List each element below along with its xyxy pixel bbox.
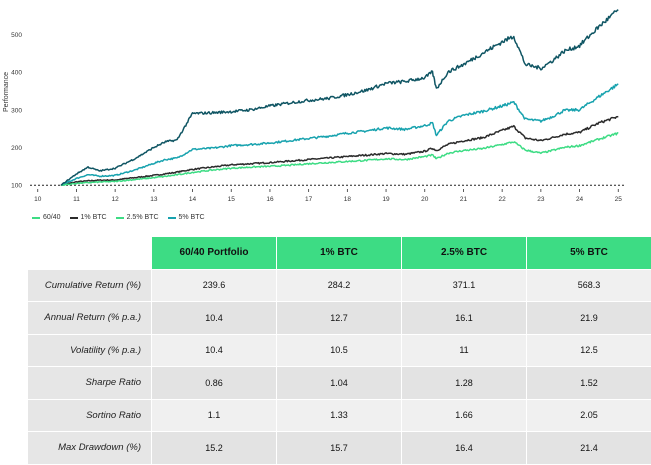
x-tick-label: 15 xyxy=(228,196,236,203)
table-cell: 239.6 xyxy=(152,269,277,302)
table-cell: 12.7 xyxy=(277,302,402,335)
table-cell: 371.1 xyxy=(402,269,527,302)
table-cell: 0.86 xyxy=(152,367,277,400)
table-corner-cell xyxy=(28,237,152,270)
series-line-1pct-btc xyxy=(61,84,618,185)
legend-label-2-5pct-btc: 2.5% BTC xyxy=(127,214,159,221)
x-tick-label: 12 xyxy=(112,196,120,203)
table-cell: 10.4 xyxy=(152,334,277,367)
x-tick-label: 16 xyxy=(266,196,274,203)
x-axis: 10 11 12 13 14 15 16 17 18 19 20 21 22 23 24 25 xyxy=(34,189,622,203)
legend-swatch-2-5pct-btc xyxy=(116,217,124,219)
row-label: Sharpe Ratio xyxy=(28,367,152,400)
y-tick-label: 400 xyxy=(11,70,22,77)
table-row: Sharpe Ratio 0.86 1.04 1.28 1.52 xyxy=(28,367,651,400)
series-line-60-40 xyxy=(61,117,618,186)
x-tick-label: 24 xyxy=(576,196,584,203)
table-cell: 21.9 xyxy=(527,302,651,335)
legend-swatch-5pct-btc xyxy=(168,217,176,219)
table-cell: 12.5 xyxy=(527,334,651,367)
table-cell: 1.1 xyxy=(152,399,277,432)
legend-item-60-40: 60/40 xyxy=(32,214,61,221)
y-tick-label: 200 xyxy=(11,145,22,152)
row-label: Annual Return (% p.a.) xyxy=(28,302,152,335)
table-cell: 16.4 xyxy=(402,432,527,465)
legend-swatch-60-40 xyxy=(32,217,40,219)
x-tick-label: 20 xyxy=(421,196,429,203)
table-cell: 10.5 xyxy=(277,334,402,367)
table-cell: 15.2 xyxy=(152,432,277,465)
y-axis: 100 200 300 400 500 xyxy=(11,32,626,190)
table-cell: 1.28 xyxy=(402,367,527,400)
legend-item-2-5pct-btc: 2.5% BTC xyxy=(116,214,159,221)
y-tick-label: 300 xyxy=(11,107,22,114)
legend-swatch-1pct-btc xyxy=(70,217,78,219)
x-tick-label: 13 xyxy=(150,196,158,203)
x-tick-label: 17 xyxy=(305,196,313,203)
chart-legend: 60/40 1% BTC 2.5% BTC 5% BTC xyxy=(32,214,205,221)
table-cell: 11 xyxy=(402,334,527,367)
y-tick-label: 100 xyxy=(11,183,22,190)
table-cell: 16.1 xyxy=(402,302,527,335)
row-label: Volatility (% p.a.) xyxy=(28,334,152,367)
series-layer xyxy=(61,10,618,186)
x-tick-label: 10 xyxy=(34,196,42,203)
x-tick-label: 19 xyxy=(382,196,390,203)
table-header-row: 60/40 Portfolio 1% BTC 2.5% BTC 5% BTC xyxy=(28,237,651,270)
x-tick-label: 18 xyxy=(344,196,352,203)
x-tick-label: 25 xyxy=(615,196,623,203)
table-header-cell: 60/40 Portfolio xyxy=(152,237,277,270)
y-axis-label: Performance xyxy=(3,72,10,112)
row-label: Cumulative Return (%) xyxy=(28,269,152,302)
metrics-table: 60/40 Portfolio 1% BTC 2.5% BTC 5% BTC C… xyxy=(27,236,651,465)
x-tick-label: 23 xyxy=(537,196,545,203)
table-row: Volatility (% p.a.) 10.4 10.5 11 12.5 xyxy=(28,334,651,367)
x-tick-label: 11 xyxy=(73,196,80,203)
x-tick-label: 22 xyxy=(499,196,507,203)
table-cell: 2.05 xyxy=(527,399,651,432)
legend-label-1pct-btc: 1% BTC xyxy=(81,214,107,221)
table-cell: 10.4 xyxy=(152,302,277,335)
performance-chart: 100 200 300 400 500 10 11 12 13 14 15 16 17 18 19 20 21… xyxy=(0,0,651,212)
table-row: Annual Return (% p.a.) 10.4 12.7 16.1 21… xyxy=(28,302,651,335)
series-line-5pct-btc xyxy=(61,10,618,185)
table-header-cell: 1% BTC xyxy=(277,237,402,270)
table-cell: 1.52 xyxy=(527,367,651,400)
table-cell: 21.4 xyxy=(527,432,651,465)
legend-item-5pct-btc: 5% BTC xyxy=(168,214,205,221)
table-cell: 1.33 xyxy=(277,399,402,432)
legend-label-60-40: 60/40 xyxy=(43,214,61,221)
table-cell: 1.04 xyxy=(277,367,402,400)
row-label: Sortino Ratio xyxy=(28,399,152,432)
table-row: Cumulative Return (%) 239.6 284.2 371.1 … xyxy=(28,269,651,302)
table-row: Sortino Ratio 1.1 1.33 1.66 2.05 xyxy=(28,399,651,432)
table-header-cell: 5% BTC xyxy=(527,237,651,270)
table-cell: 15.7 xyxy=(277,432,402,465)
legend-item-1pct-btc: 1% BTC xyxy=(70,214,107,221)
legend-label-5pct-btc: 5% BTC xyxy=(179,214,205,221)
table-cell: 1.66 xyxy=(402,399,527,432)
table-cell: 284.2 xyxy=(277,269,402,302)
table-header-cell: 2.5% BTC xyxy=(402,237,527,270)
table-row: Max Drawdown (%) 15.2 15.7 16.4 21.4 xyxy=(28,432,651,465)
row-label: Max Drawdown (%) xyxy=(28,432,152,465)
table-cell: 568.3 xyxy=(527,269,651,302)
y-tick-label: 500 xyxy=(11,32,22,39)
x-tick-label: 14 xyxy=(189,196,197,203)
x-tick-label: 21 xyxy=(460,196,468,203)
